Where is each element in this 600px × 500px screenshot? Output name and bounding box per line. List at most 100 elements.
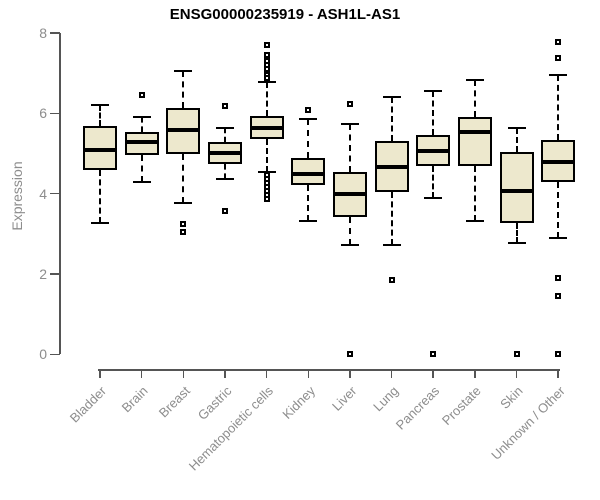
median-bladder: [83, 148, 117, 153]
whisker-upper-prostate: [473, 79, 476, 117]
x-tick: [182, 369, 185, 378]
whisker-lower-liver: [348, 216, 351, 245]
median-lung: [374, 164, 409, 169]
y-tick-label: 6: [39, 105, 47, 122]
median-skin: [499, 188, 534, 193]
whisker-cap-lower-brain: [132, 180, 151, 183]
x-tick-label: Brain: [118, 383, 151, 416]
whisker-cap-lower-skin: [507, 242, 526, 245]
x-tick: [515, 369, 518, 378]
x-tick-label: Prostate: [439, 383, 485, 429]
x-tick: [474, 369, 476, 378]
whisker-lower-lung: [390, 191, 393, 245]
x-tick-label: Lung: [369, 383, 401, 415]
outlier-skin: [513, 351, 520, 358]
whisker-lower-pancreas: [432, 166, 435, 198]
whisker-cap-upper-kidney: [299, 118, 318, 121]
whisker-lower-prostate: [473, 166, 476, 222]
outlier-breast: [180, 228, 187, 235]
whisker-cap-upper-hematopoietic-cells: [257, 80, 276, 83]
x-tick: [557, 369, 559, 378]
whisker-cap-upper-skin: [507, 127, 526, 130]
box-bladder: [83, 126, 117, 171]
whisker-upper-skin: [515, 128, 518, 153]
median-gastric: [207, 150, 242, 155]
whisker-lower-breast: [182, 153, 185, 203]
whisker-upper-unknown-other: [557, 74, 560, 140]
outlier-hematopoietic-cells: [263, 41, 270, 48]
whisker-upper-gastric: [223, 127, 226, 142]
median-unknown-other: [541, 160, 576, 165]
median-hematopoietic-cells: [249, 126, 284, 131]
whisker-cap-upper-prostate: [465, 78, 484, 81]
whisker-upper-brain: [140, 117, 143, 133]
outlier-unknown-other: [555, 55, 562, 62]
whisker-cap-lower-pancreas: [424, 196, 443, 199]
median-liver: [332, 192, 367, 197]
whisker-cap-lower-prostate: [465, 220, 484, 223]
x-tick-label: Pancreas: [393, 383, 443, 433]
whisker-cap-upper-bladder: [91, 104, 109, 107]
box-skin: [499, 152, 534, 223]
y-tick-label: 4: [39, 185, 47, 202]
y-axis-label: Expression: [9, 161, 25, 231]
whisker-cap-lower-bladder: [91, 221, 109, 224]
x-tick-label: Kidney: [278, 383, 318, 422]
outlier-breast: [180, 220, 187, 227]
whisker-cap-lower-liver: [340, 243, 359, 246]
whisker-lower-bladder: [99, 170, 101, 223]
y-tick: [50, 32, 60, 34]
outlier-liver: [346, 101, 353, 108]
whisker-cap-upper-breast: [174, 70, 193, 73]
whisker-cap-lower-kidney: [299, 220, 318, 223]
whisker-cap-upper-lung: [382, 95, 401, 98]
whisker-upper-breast: [182, 71, 185, 109]
outlier-kidney: [305, 106, 312, 113]
box-kidney: [291, 158, 326, 185]
median-kidney: [291, 171, 326, 176]
y-tick: [50, 192, 60, 195]
outlier-hematopoietic-cells: [263, 195, 270, 202]
whisker-cap-upper-pancreas: [424, 90, 443, 93]
whisker-cap-upper-gastric: [215, 126, 234, 129]
x-tick: [140, 369, 143, 378]
outlier-unknown-other: [555, 275, 562, 282]
whisker-cap-upper-brain: [132, 116, 151, 119]
x-tick-label: Unknown / Other: [487, 383, 568, 463]
y-tick: [50, 353, 60, 356]
whisker-cap-lower-breast: [174, 201, 193, 204]
x-tick-label: Liver: [328, 383, 360, 414]
whisker-cap-lower-unknown-other: [549, 236, 568, 239]
x-tick: [307, 369, 309, 378]
y-tick: [50, 273, 60, 275]
outlier-brain: [138, 92, 145, 99]
x-tick-label: Breast: [155, 383, 193, 421]
median-prostate: [457, 129, 492, 134]
median-breast: [166, 127, 201, 132]
chart-title: ENSG00000235919 - ASH1L-AS1: [169, 6, 401, 23]
x-tick: [99, 369, 101, 378]
whisker-lower-brain: [140, 154, 143, 182]
x-tick: [432, 369, 434, 378]
whisker-lower-skin: [515, 222, 518, 244]
whisker-lower-hematopoietic-cells: [265, 138, 268, 173]
whisker-upper-pancreas: [432, 91, 435, 135]
whisker-upper-hematopoietic-cells: [265, 81, 268, 117]
whisker-cap-upper-liver: [340, 122, 359, 125]
outlier-liver: [346, 351, 353, 358]
outlier-unknown-other: [555, 351, 562, 358]
whisker-lower-gastric: [223, 164, 226, 180]
whisker-upper-bladder: [99, 105, 101, 127]
whisker-upper-kidney: [307, 119, 310, 158]
whisker-cap-lower-gastric: [215, 178, 234, 181]
whisker-lower-kidney: [307, 184, 310, 222]
x-tick-label: Bladder: [67, 383, 110, 426]
outlier-hematopoietic-cells: [263, 75, 270, 82]
y-tick-label: 0: [39, 346, 47, 363]
x-axis-line: [98, 369, 561, 371]
outlier-lung: [388, 277, 395, 284]
x-tick: [265, 369, 268, 378]
whisker-upper-liver: [348, 123, 351, 172]
y-tick-label: 2: [39, 266, 47, 283]
